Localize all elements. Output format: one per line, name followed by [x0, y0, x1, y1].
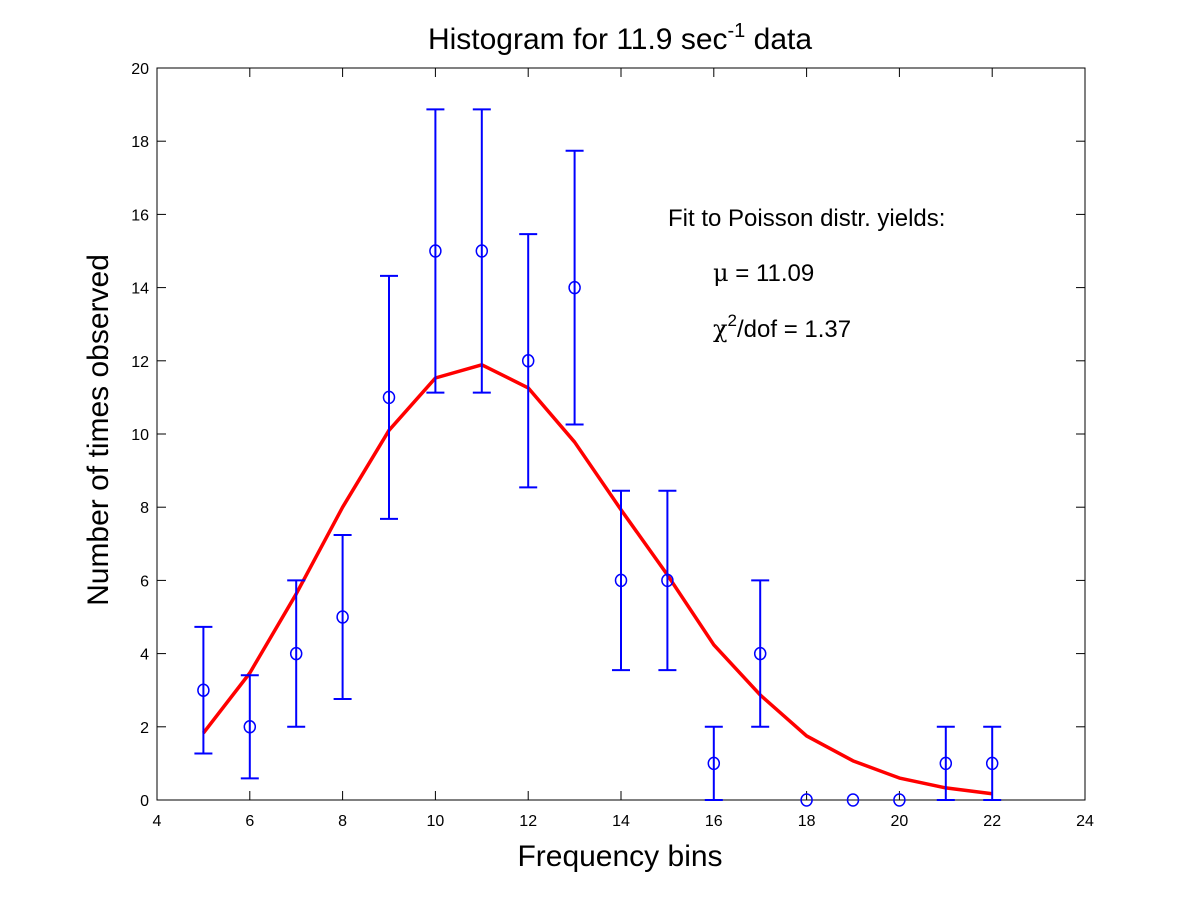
y-tick-label: 10	[131, 427, 149, 444]
data-marker	[289, 646, 303, 661]
data-point	[612, 489, 630, 672]
data-point	[893, 793, 906, 807]
data-point	[658, 489, 677, 672]
chart-title-main: Histogram for 11.9 sec	[428, 23, 728, 56]
chart-title: Histogram for 11.9 sec-1 data	[428, 20, 812, 56]
x-tick-label: 6	[245, 813, 254, 830]
mu-value: = 11.09	[729, 260, 815, 287]
mu-symbol: μ	[713, 259, 729, 287]
data-point	[751, 579, 770, 728]
data-marker	[568, 280, 581, 295]
data-marker	[614, 573, 628, 588]
y-axis-label: Number of times observed	[82, 254, 115, 606]
chart-title-superscript: -1	[728, 20, 746, 42]
data-marker	[846, 793, 860, 807]
fit-annotation-chi2: χ2/dof = 1.37	[713, 311, 851, 343]
data-point	[472, 108, 491, 394]
y-tick-label: 20	[131, 61, 149, 78]
y-tick-label: 8	[140, 500, 149, 517]
data-marker	[521, 354, 535, 368]
data-marker	[707, 756, 721, 771]
chi-symbol: χ	[713, 315, 728, 343]
data-point	[426, 108, 445, 394]
data-point	[704, 725, 723, 801]
data-marker	[800, 793, 813, 807]
chi-value: /dof = 1.37	[737, 316, 851, 343]
data-point	[287, 579, 306, 728]
y-tick-label: 4	[140, 647, 149, 664]
data-point	[519, 233, 538, 489]
data-marker	[197, 683, 210, 697]
x-tick-label: 24	[1076, 813, 1094, 830]
plot-area	[156, 67, 1086, 801]
x-tick-label: 20	[891, 813, 909, 830]
x-tick-label: 16	[705, 813, 723, 830]
x-tick-label: 8	[338, 813, 347, 830]
y-tick-label: 18	[131, 134, 149, 151]
y-axis-ticks: 0 2 4 6 8 10 12 14 16 18 20	[131, 61, 1085, 810]
x-axis-ticks: 4 6 8 10 12 14 16 18 20 22 24	[153, 68, 1094, 830]
x-tick-label: 10	[427, 813, 445, 830]
fit-annotation-mu: μ = 11.09	[713, 259, 814, 287]
data-point	[240, 674, 259, 780]
data-point	[983, 725, 1002, 801]
x-tick-label: 18	[798, 813, 816, 830]
data-marker	[985, 756, 999, 771]
fit-annotation-heading: Fit to Poisson distr. yields:	[668, 205, 945, 232]
x-tick-label: 14	[612, 813, 630, 830]
y-tick-label: 2	[140, 720, 149, 737]
data-point	[936, 725, 955, 801]
x-tick-label: 4	[153, 813, 162, 830]
data-marker	[382, 390, 396, 405]
data-marker	[939, 756, 953, 771]
x-tick-label: 22	[983, 813, 1001, 830]
poisson-fit-line	[202, 363, 993, 796]
y-tick-label: 6	[140, 573, 149, 590]
data-marker	[243, 720, 257, 734]
y-tick-label: 16	[131, 207, 149, 224]
data-marker	[893, 793, 906, 807]
data-point	[565, 149, 584, 426]
data-marker	[336, 610, 349, 624]
data-point	[846, 793, 860, 807]
y-tick-label: 12	[131, 354, 149, 371]
data-point	[194, 625, 213, 755]
data-point	[333, 534, 352, 700]
chi-superscript: 2	[728, 311, 737, 330]
x-tick-label: 12	[519, 813, 537, 830]
data-marker	[753, 646, 767, 661]
fit-curve-layer	[202, 363, 993, 796]
data-marker	[429, 244, 442, 258]
errorbar-layer	[194, 108, 1002, 807]
data-marker	[661, 573, 674, 588]
chart-title-suffix: data	[745, 23, 812, 56]
x-axis-label: Frequency bins	[517, 840, 722, 873]
y-tick-label: 0	[140, 793, 149, 810]
y-tick-label: 14	[131, 281, 149, 298]
data-point	[800, 793, 813, 807]
data-point	[380, 274, 398, 520]
data-marker	[475, 244, 489, 258]
